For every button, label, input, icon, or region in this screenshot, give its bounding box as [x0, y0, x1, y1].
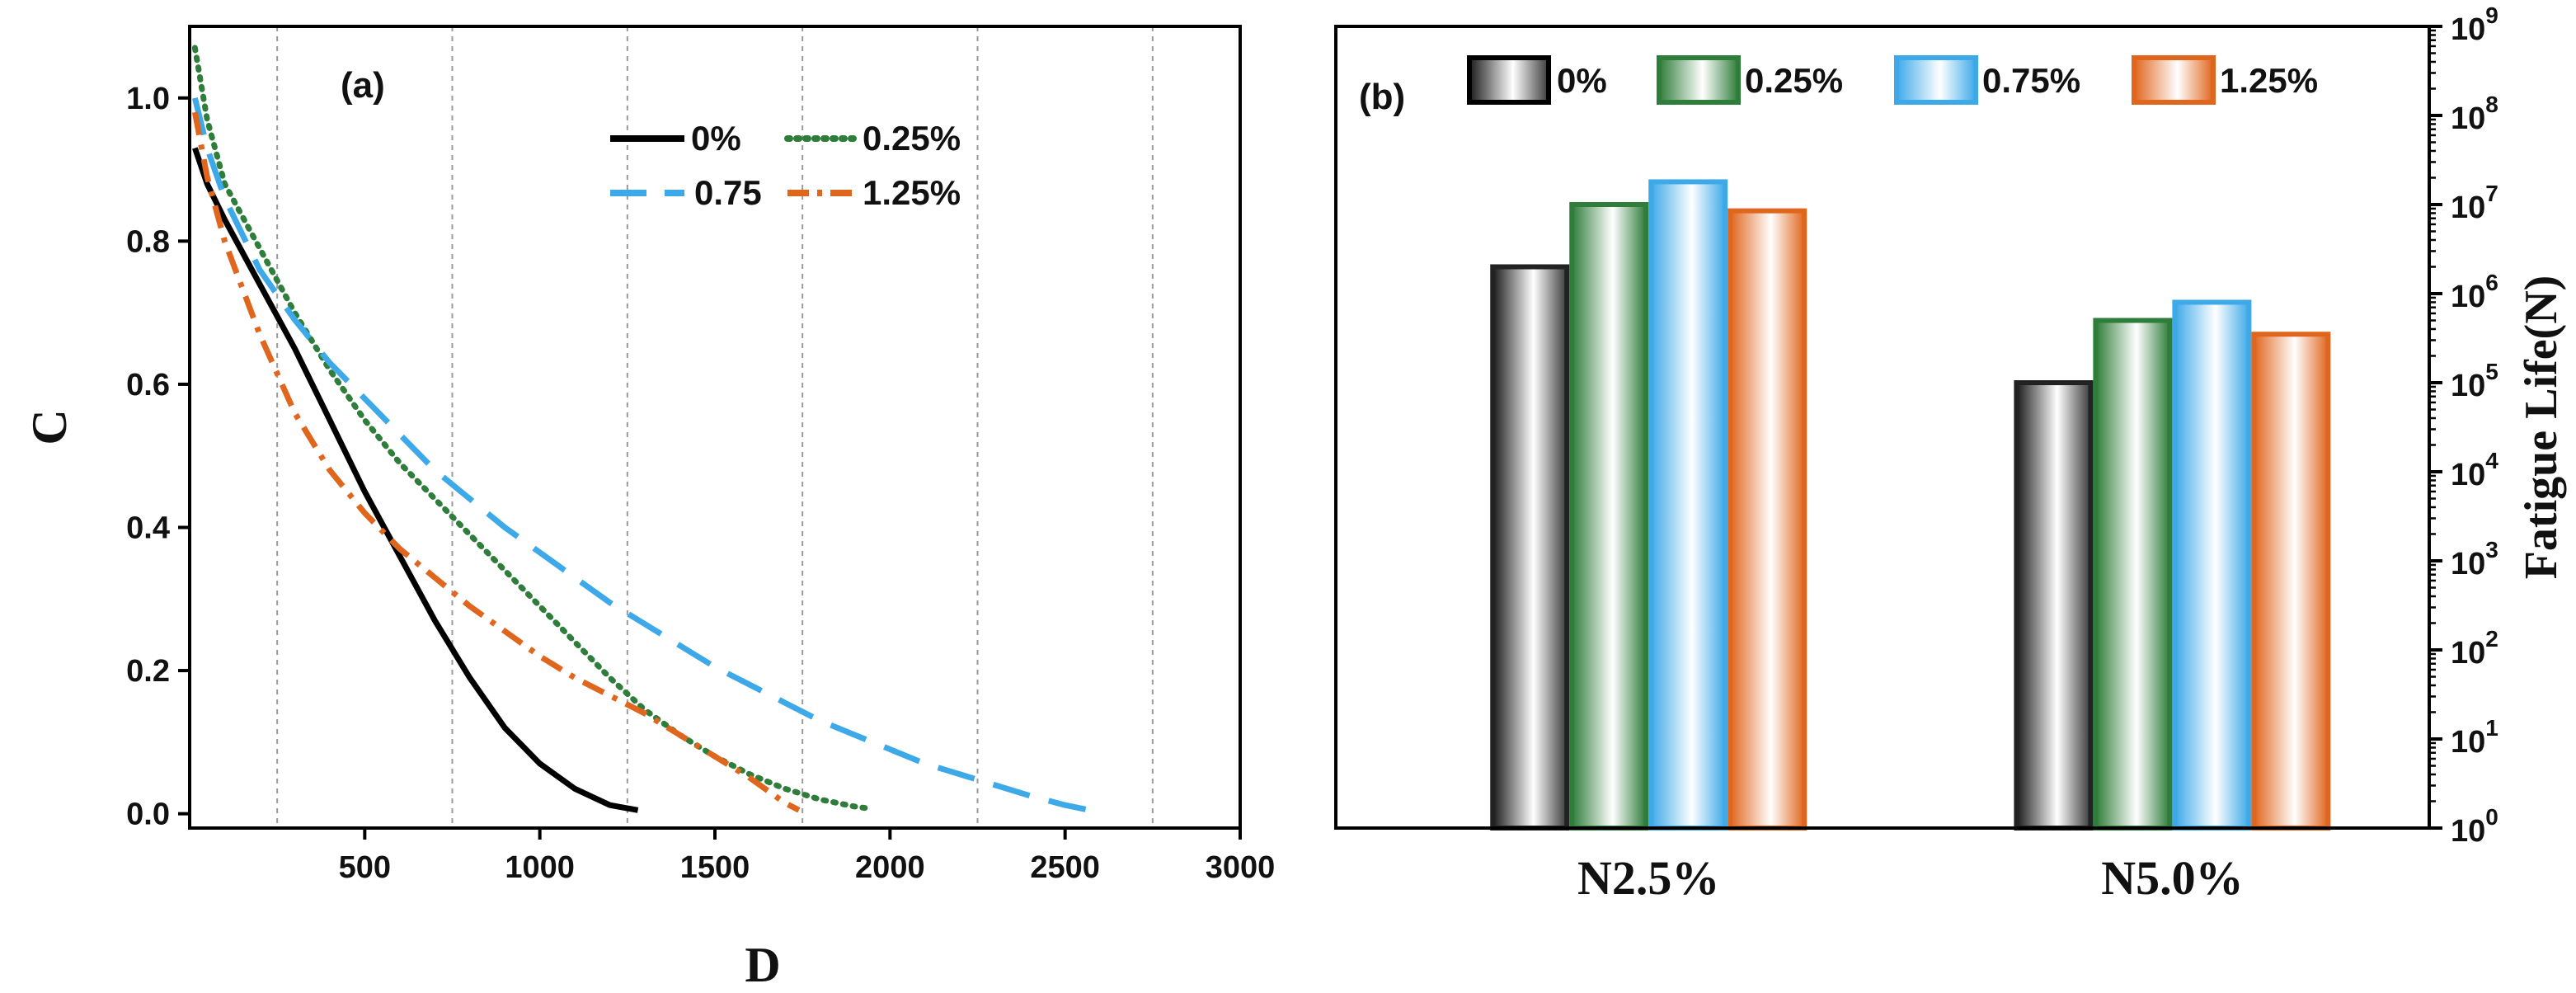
legend-a-label-2: 0.75: [694, 173, 762, 212]
chart-b-y-tick-label-0: 100: [2451, 804, 2498, 849]
chart-a-x-tick-label-5: 3000: [1206, 850, 1276, 885]
chart-a-x-tick-label-3: 2000: [855, 850, 925, 885]
chart-b-y-tick-label-8: 108: [2451, 92, 2498, 136]
chart-a-y-tick-label-3: 0.6: [126, 368, 170, 402]
chart-b-y-tick-label-3: 103: [2451, 537, 2498, 581]
chart-a-series-line-0: [192, 147, 639, 813]
chart-a-y-tick-label-2: 0.4: [126, 511, 170, 546]
chart-a-y-tick-label-0: 0.0: [126, 798, 170, 832]
legend-b-label-0: 0%: [1557, 61, 1607, 100]
chart-a-y-axis-label: C: [22, 409, 77, 445]
chart-b-panel-label: (b): [1359, 77, 1405, 117]
chart-a-x-tick-label-4: 2500: [1030, 850, 1100, 885]
legend-b-label-3: 1.25%: [2220, 61, 2318, 100]
chart-a-series-line-3: [191, 111, 801, 813]
chart-b-bar-1-3: [2251, 332, 2331, 831]
chart-b-bar-1-1: [2093, 318, 2173, 831]
chart-a: 500 1000 1500 2000 2500 3000 0.0 0.2 0.4 0.6 0.8 1…: [22, 25, 1276, 992]
legend-b-label-2: 0.75%: [1982, 61, 2080, 100]
chart-b-y-tick-label-1: 101: [2451, 715, 2498, 760]
chart-a-y-tick-label-1: 0.2: [126, 654, 170, 689]
chart-a-x-ticks: 500 1000 1500 2000 2500 3000: [339, 828, 1276, 885]
chart-a-series-line-2: [191, 96, 1087, 812]
chart-b-y-ticks: 100 101 102 103 104 105 106 107 108 109: [2429, 2, 2498, 849]
chart-b-x-ticks: N2.5% N5.0%: [1577, 851, 2244, 905]
chart-b-legend: 0% 0.25% 0.75% 1.25%: [1467, 55, 2318, 105]
chart-b-bar-0-0: [1490, 264, 1570, 831]
chart-a-gridlines: [276, 26, 1154, 828]
legend-b-swatch-0: [1467, 55, 1551, 105]
chart-a-y-ticks: 0.0 0.2 0.4 0.6 0.8 1.0: [126, 82, 190, 832]
chart-a-series: [191, 45, 1087, 813]
legend-b-swatch-1: [1657, 55, 1741, 105]
chart-b-plot-frame: [1334, 25, 2431, 830]
legend-a-label-1: 0.25%: [863, 119, 961, 158]
chart-b-bar-1-0: [2014, 380, 2094, 831]
chart-b-bar-0-2: [1648, 179, 1728, 831]
chart-a-x-tick-label-2: 1500: [680, 850, 750, 885]
legend-b-swatch-3: [2132, 55, 2216, 105]
chart-b-y-tick-label-9: 109: [2451, 2, 2498, 47]
chart-b: 100 101 102 103 104 105 106 107 108 109 N2.5% N5.0…: [1334, 2, 2567, 905]
chart-b-y-tick-label-4: 104: [2451, 448, 2498, 492]
chart-b-bars: [1490, 179, 2331, 831]
chart-a-x-tick-label-1: 1000: [505, 850, 575, 885]
chart-b-bar-1-2: [2172, 299, 2252, 831]
chart-b-x-tick-label-0: N2.5%: [1577, 851, 1719, 905]
legend-b-label-1: 0.25%: [1745, 61, 1843, 100]
chart-b-y-tick-label-2: 102: [2451, 626, 2498, 671]
chart-b-x-tick-label-1: N5.0%: [2101, 851, 2243, 905]
legend-a-label-3: 1.25%: [863, 173, 961, 212]
chart-b-y-tick-label-7: 107: [2451, 181, 2498, 225]
chart-b-y-tick-label-6: 106: [2451, 270, 2498, 314]
legend-b-swatch-2: [1894, 55, 1978, 105]
chart-a-y-tick-label-5: 1.0: [126, 82, 170, 116]
chart-a-series-line-1: [191, 45, 869, 812]
chart-b-bar-0-1: [1569, 202, 1649, 831]
chart-a-y-tick-label-4: 0.8: [126, 224, 170, 259]
chart-b-bar-0-3: [1728, 208, 1807, 831]
chart-a-legend: 0% 0.25% 0.75 1.25%: [610, 119, 961, 212]
chart-a-x-tick-label-0: 500: [339, 850, 391, 885]
chart-b-y-tick-label-5: 105: [2451, 359, 2498, 403]
chart-b-y-axis-label: Fatigue Life(N): [2516, 275, 2567, 580]
chart-a-x-axis-label: D: [745, 938, 780, 992]
chart-a-panel-label: (a): [341, 65, 385, 106]
legend-a-label-0: 0%: [691, 119, 741, 158]
